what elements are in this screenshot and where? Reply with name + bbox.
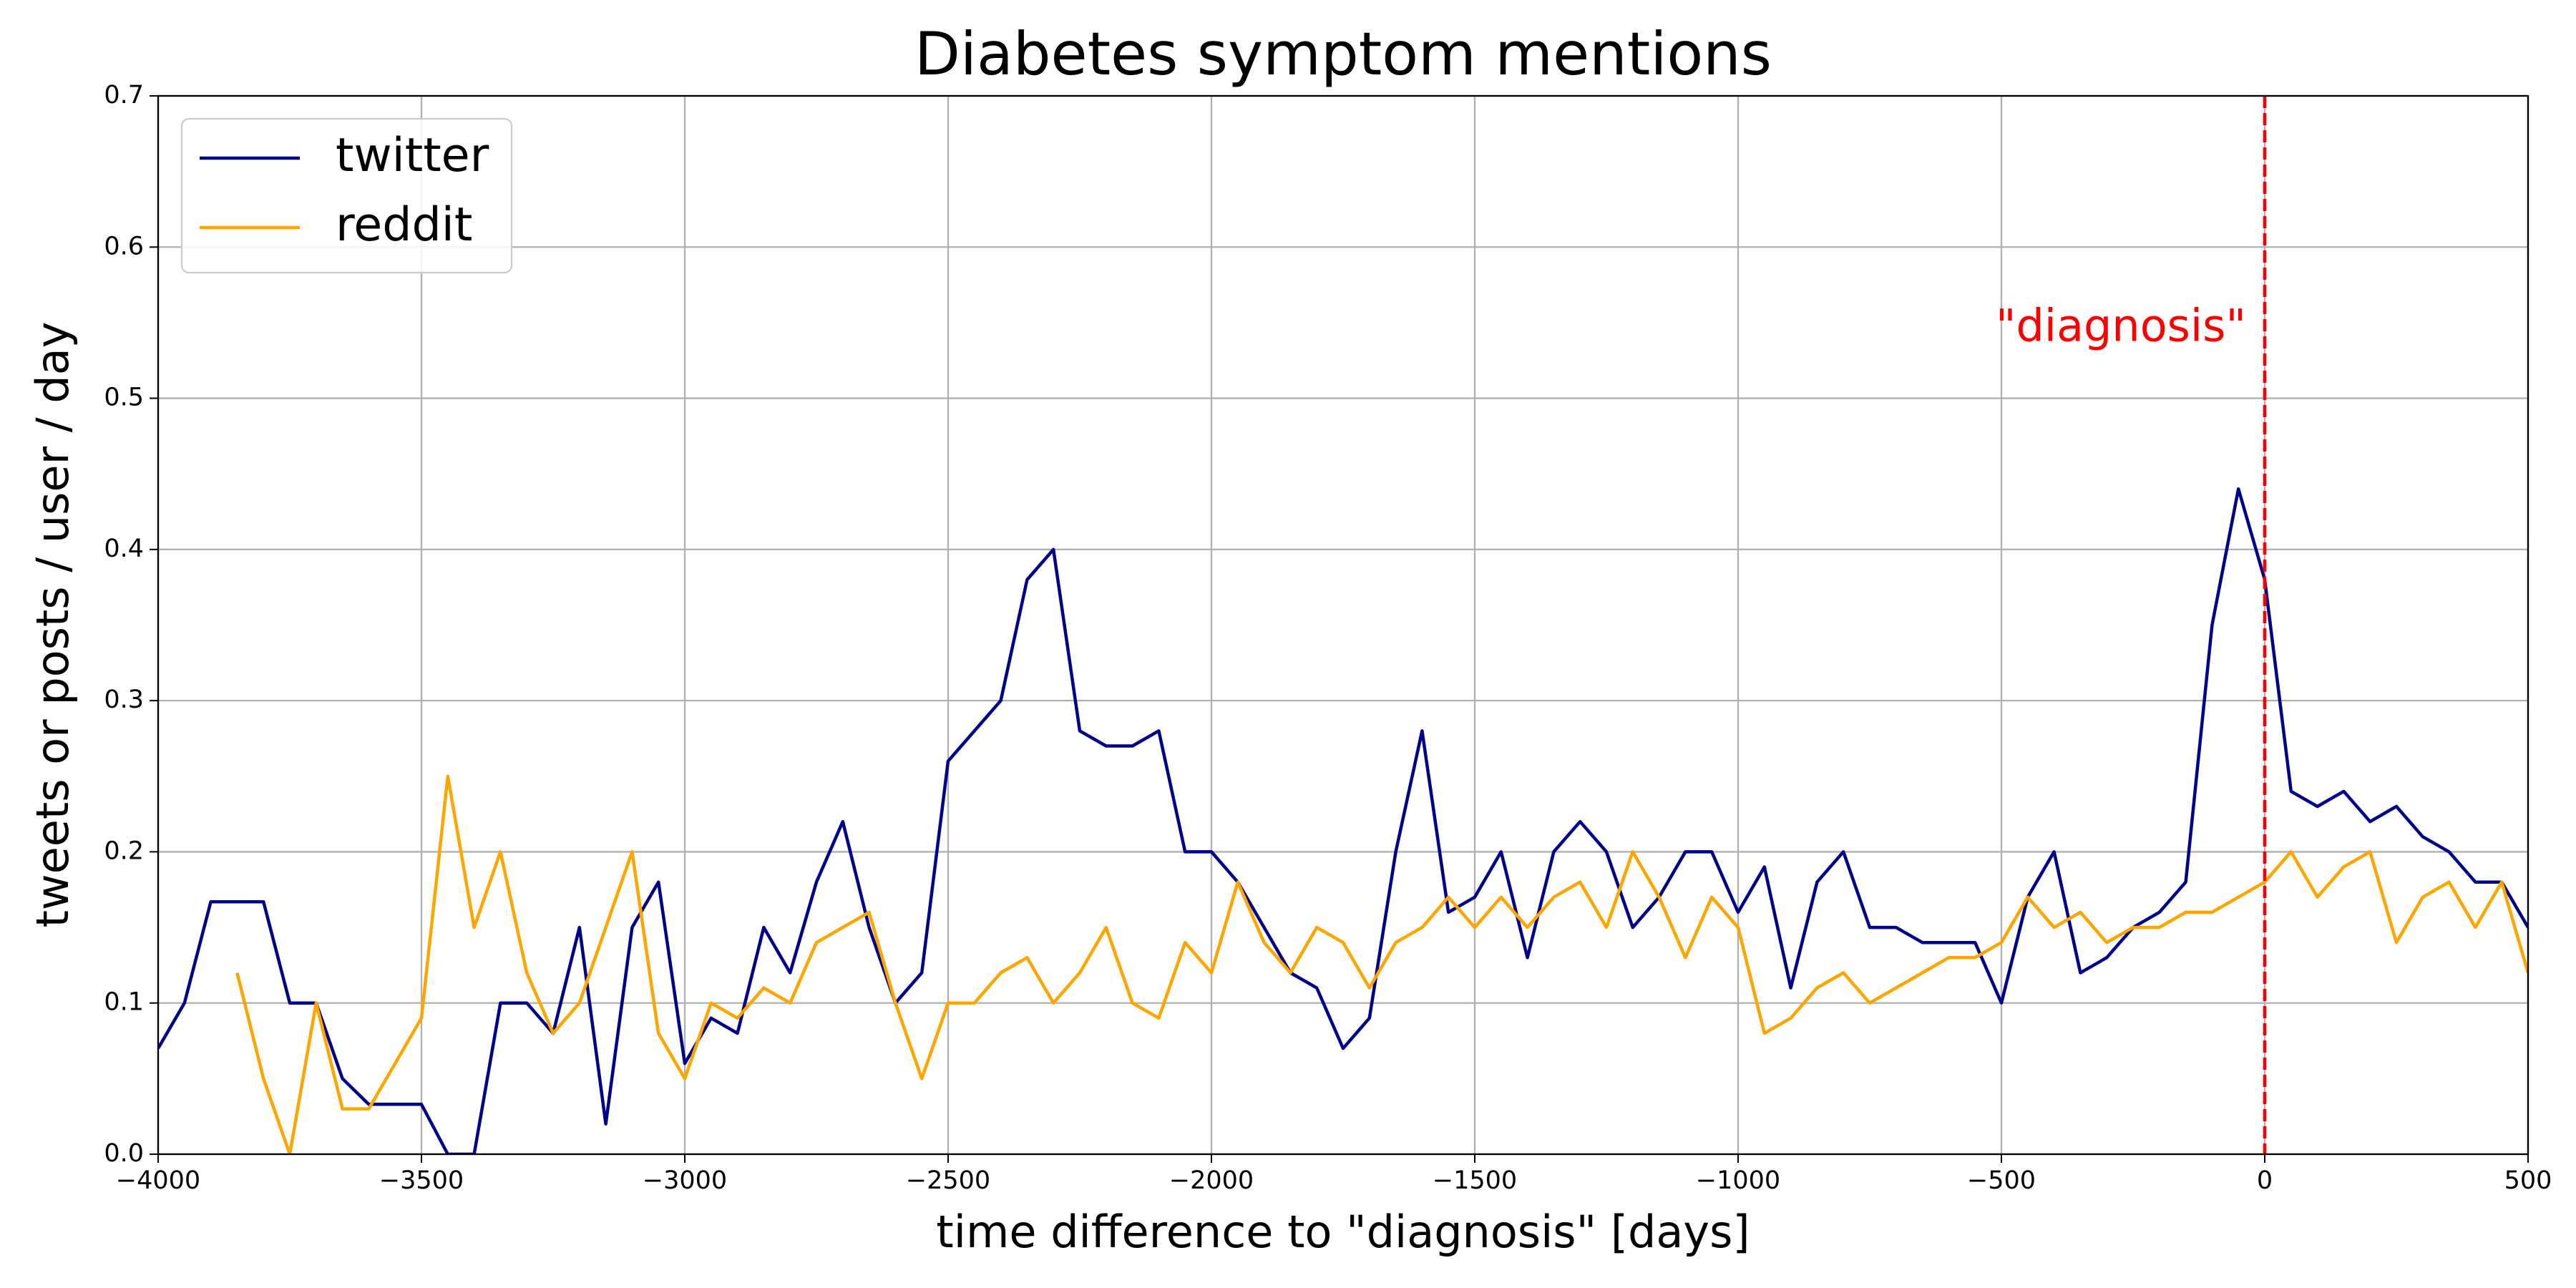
y-tick-label: 0.4 xyxy=(104,535,144,563)
legend-label: reddit xyxy=(336,198,472,252)
x-tick-label: −4000 xyxy=(116,1166,200,1195)
diagnosis-annotation: "diagnosis" xyxy=(1996,299,2246,351)
x-tick-label: −3500 xyxy=(379,1166,464,1195)
y-tick-label: 0.1 xyxy=(104,988,144,1017)
x-tick-label: −1000 xyxy=(1696,1166,1780,1195)
x-tick-label: 500 xyxy=(2504,1166,2552,1195)
x-tick-label: 0 xyxy=(2257,1166,2273,1195)
legend-label: twitter xyxy=(336,129,489,182)
chart-title: Diabetes symptom mentions xyxy=(914,19,1772,89)
x-tick-label: −2000 xyxy=(1169,1166,1254,1195)
x-tick-label: −3000 xyxy=(643,1166,727,1195)
series-line xyxy=(235,774,2528,1154)
x-tick-label: −1500 xyxy=(1433,1166,1517,1195)
y-axis-label: tweets or posts / user / day xyxy=(26,322,79,928)
y-tick-label: 0.2 xyxy=(104,836,144,865)
y-tick-label: 0.5 xyxy=(104,384,144,412)
x-tick-label: −2500 xyxy=(906,1166,990,1195)
y-tick-label: 0.7 xyxy=(104,81,144,109)
y-tick-label: 0.0 xyxy=(104,1139,144,1168)
plot-frame xyxy=(157,94,2529,1156)
y-tick-label: 0.3 xyxy=(104,686,144,714)
y-tick-label: 0.6 xyxy=(104,232,144,260)
x-tick-label: −500 xyxy=(1967,1166,2036,1195)
x-axis-label: time difference to "diagnosis" [days] xyxy=(936,1206,1750,1258)
series-line xyxy=(158,487,2528,1154)
